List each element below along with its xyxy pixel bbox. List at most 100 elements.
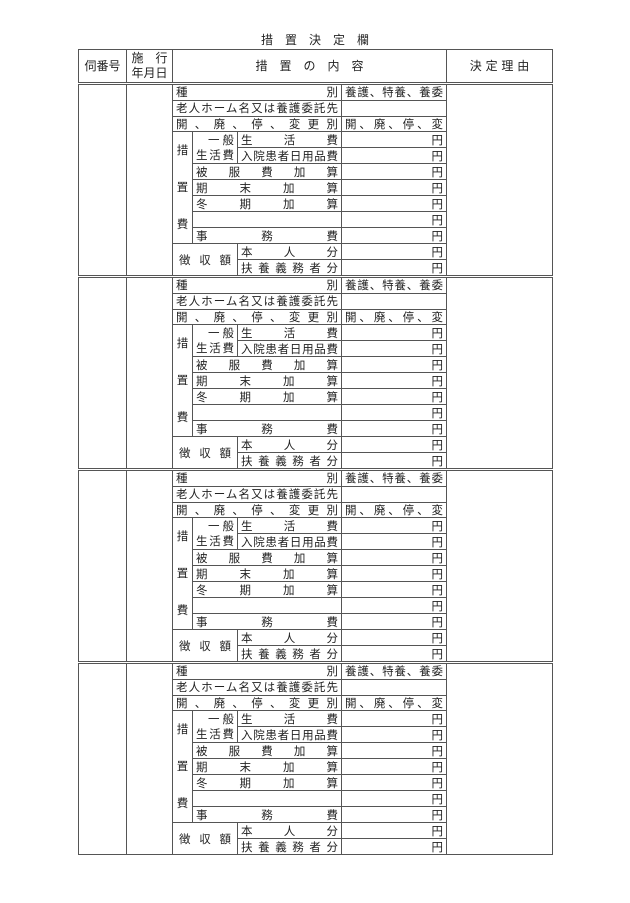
header-date: 施 行年月日 [126,49,173,84]
self-label: 本人分 [237,243,342,261]
general-line1: 一般 [208,518,234,533]
amount-field[interactable]: 円 [340,420,448,438]
type-value[interactable]: 養護、特養、養委 [340,467,448,487]
amount-field[interactable]: 円 [340,211,448,229]
general-line2: 生活費 [196,147,234,162]
amount-field[interactable]: 円 [340,404,448,422]
amount-field[interactable]: 円 [340,742,448,760]
amount-field[interactable]: 円 [340,388,448,406]
home-name-field[interactable] [340,292,448,310]
amount-field[interactable]: 円 [340,147,448,165]
amount-field[interactable]: 円 [340,838,448,855]
amount-field[interactable]: 円 [340,324,448,342]
change-type-value[interactable]: 開、廃、停、変 [340,694,448,712]
change-type-value[interactable]: 開、廃、停、変 [340,308,448,326]
amount-field[interactable]: 円 [340,822,448,840]
record-row: 扶養義務者分円 [79,645,553,663]
date-cell[interactable] [126,660,173,855]
living-cost-label: 生活費 [237,324,342,342]
record-row: 被服費加算円 [79,163,553,181]
change-type-label: 開、廃、停、変更別 [172,501,342,519]
cost-char: 措 [176,143,189,158]
reason-cell[interactable] [446,274,554,470]
date-cell[interactable] [126,467,173,663]
cost-char: 措 [176,336,189,351]
record-row: 種別 養護、特養、養委 [78,660,554,855]
amount-field[interactable]: 円 [340,131,448,149]
amount-field[interactable]: 円 [340,356,448,374]
office-label: 事務費 [192,227,342,245]
cost-char: 措 [176,722,189,737]
cost-char: 置 [176,373,189,388]
amount-field[interactable]: 円 [340,710,448,728]
amount-field[interactable]: 円 [340,645,448,663]
clothing-label: 被服費加算 [192,549,342,567]
reason-cell[interactable] [446,82,554,277]
home-name-field[interactable] [340,678,448,696]
form-title: 措 置 決 定 欄 [260,33,369,47]
type-value[interactable]: 養護、特養、養委 [340,660,448,680]
inpatient-label: 入院患者日用品費 [237,726,342,744]
header-date-line1: 施 行 [131,51,168,65]
blank-label[interactable] [192,597,342,615]
office-label: 事務費 [192,420,342,438]
record-row: 被服費加算円 [79,742,553,760]
record-row: 入院患者日用品費円 [79,147,553,165]
amount-field[interactable]: 円 [340,613,448,631]
general-line2: 生活費 [196,340,234,355]
home-name-field[interactable] [340,99,448,117]
date-cell[interactable] [126,274,173,470]
record-row: 扶養義務者分円 [79,259,553,277]
collection-label: 徴収額 [172,822,238,855]
type-value[interactable]: 養護、特養、養委 [340,275,448,294]
header-date-line2: 年月日 [131,66,168,80]
amount-field[interactable]: 円 [340,163,448,181]
amount-field[interactable]: 円 [340,259,448,277]
collection-label: 徴収額 [172,629,238,663]
amount-field[interactable]: 円 [340,372,448,390]
change-type-value[interactable]: 開、廃、停、変 [340,115,448,133]
general-line1: 一般 [208,711,234,726]
reason-cell[interactable] [446,660,554,855]
blank-label[interactable] [192,790,342,808]
number-cell[interactable] [78,82,127,277]
amount-field[interactable]: 円 [340,790,448,808]
number-cell[interactable] [78,274,127,470]
amount-field[interactable]: 円 [340,629,448,647]
cost-char: 費 [176,410,189,425]
home-name-label: 老人ホーム名又は養護委託先 [172,485,342,503]
record-row: 開、廃、停、変更別 開、廃、停、変 [79,501,553,519]
amount-field[interactable]: 円 [340,243,448,261]
amount-field[interactable]: 円 [340,179,448,197]
amount-field[interactable]: 円 [340,227,448,245]
blank-label[interactable] [192,404,342,422]
office-label: 事務費 [192,806,342,824]
amount-field[interactable]: 円 [340,774,448,792]
home-name-field[interactable] [340,485,448,503]
change-type-value[interactable]: 開、廃、停、変 [340,501,448,519]
blank-label[interactable] [192,211,342,229]
amount-field[interactable]: 円 [340,195,448,213]
amount-field[interactable]: 円 [340,806,448,824]
amount-field[interactable]: 円 [340,597,448,615]
number-cell[interactable] [78,467,127,663]
amount-field[interactable]: 円 [340,436,448,454]
general-line2: 生活費 [196,726,234,741]
general-line2: 生活費 [196,533,234,548]
amount-field[interactable]: 円 [340,758,448,776]
amount-field[interactable]: 円 [340,533,448,551]
record-row: 開、廃、停、変更別 開、廃、停、変 [79,115,553,133]
date-cell[interactable] [126,82,173,277]
amount-field[interactable]: 円 [340,581,448,599]
living-cost-label: 生活費 [237,517,342,535]
amount-field[interactable]: 円 [340,452,448,470]
amount-field[interactable]: 円 [340,549,448,567]
amount-field[interactable]: 円 [340,517,448,535]
type-value[interactable]: 養護、特養、養委 [340,82,448,101]
record-row: 円 [79,790,553,808]
reason-cell[interactable] [446,467,554,663]
amount-field[interactable]: 円 [340,340,448,358]
number-cell[interactable] [78,660,127,855]
amount-field[interactable]: 円 [340,726,448,744]
amount-field[interactable]: 円 [340,565,448,583]
